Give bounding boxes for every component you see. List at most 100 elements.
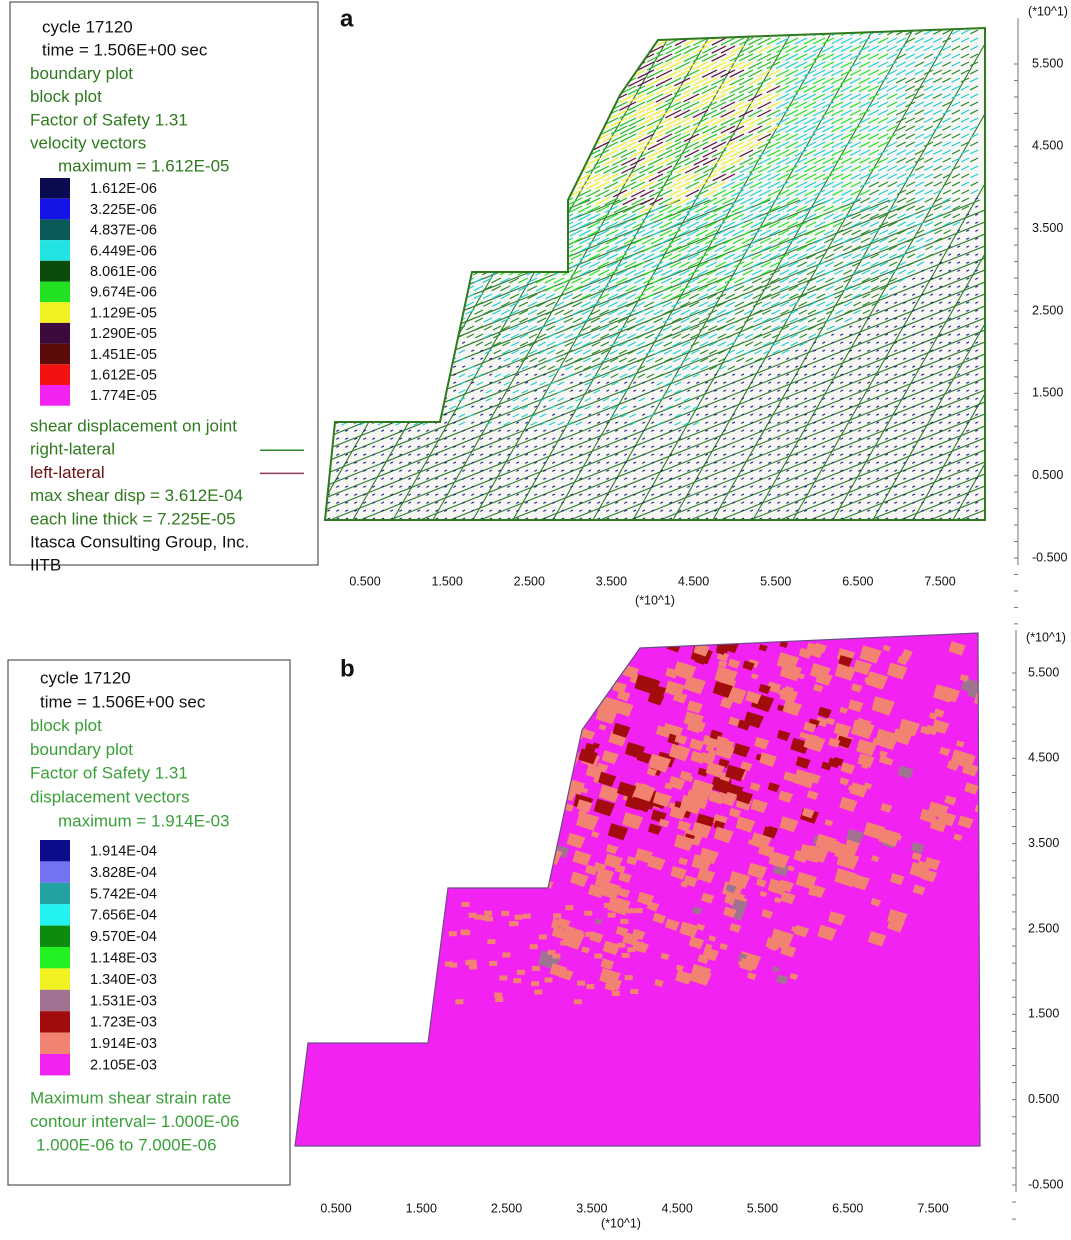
velocity-vector [446, 222, 456, 227]
velocity-vector [363, 342, 366, 343]
velocity-vector [585, 126, 600, 134]
velocity-vector [374, 150, 384, 155]
velocity-vector [559, 30, 573, 37]
velocity-vector [516, 206, 528, 212]
velocity-vector [575, 94, 591, 102]
velocity-vector [327, 382, 330, 383]
velocity-vector [345, 406, 348, 407]
velocity-vector [532, 30, 546, 37]
velocity-vector [479, 86, 492, 93]
velocity-vector [372, 326, 375, 327]
velocity-vector [392, 182, 402, 187]
velocity-vector [491, 262, 501, 267]
velocity-vector [567, 126, 582, 134]
velocity-vector [549, 94, 564, 102]
velocity-vector [505, 126, 519, 133]
scale-label: 1.531E-03 [90, 993, 157, 1009]
velocity-vector [426, 382, 429, 383]
velocity-vector [354, 286, 357, 287]
velocity-vector [372, 310, 375, 311]
velocity-vector [351, 278, 357, 281]
y-tick-label: 3.500 [1032, 221, 1063, 235]
velocity-vector [456, 262, 465, 267]
velocity-vector [594, 38, 609, 46]
velocity-vector [533, 182, 546, 189]
velocity-vector [576, 118, 591, 126]
velocity-vector [420, 270, 429, 274]
velocity-vector [517, 238, 528, 244]
velocity-vector [558, 142, 573, 149]
velocity-vector [444, 126, 456, 132]
scale-swatch [40, 219, 70, 240]
velocity-vector [402, 222, 411, 227]
velocity-vector [532, 70, 546, 77]
velocity-vector [576, 126, 591, 134]
velocity-vector [479, 150, 492, 156]
velocity-vector [430, 286, 438, 290]
velocity-vector [712, 30, 726, 37]
velocity-vector [498, 190, 510, 196]
velocity-vector [549, 70, 564, 77]
velocity-vector [348, 182, 357, 186]
velocity-vector [375, 198, 384, 203]
velocity-vector [514, 110, 528, 117]
velocity-vector [357, 150, 366, 155]
velocity-vector [392, 30, 402, 35]
velocity-vector [409, 142, 420, 147]
velocity-vector [345, 294, 348, 295]
velocity-vector [321, 70, 330, 74]
velocity-vector [438, 254, 447, 259]
velocity-vector [585, 30, 600, 37]
velocity-vector [392, 134, 402, 139]
scale-swatch [40, 840, 70, 861]
velocity-vector [365, 62, 375, 67]
velocity-vector [523, 46, 537, 53]
velocity-vector [381, 334, 384, 335]
velocity-vector [360, 358, 366, 361]
velocity-vector [448, 310, 456, 314]
velocity-vector [348, 38, 357, 43]
velocity-vector [507, 206, 519, 212]
velocity-vector [410, 198, 420, 203]
velocity-vector [497, 54, 510, 61]
velocity-vector [444, 158, 456, 164]
velocity-vector [409, 126, 420, 131]
velocity-vector [435, 38, 447, 44]
velocity-vector [500, 262, 510, 267]
velocity-vector [505, 102, 519, 109]
velocity-vector [327, 358, 330, 359]
velocity-vector [472, 222, 483, 227]
velocity-vector [383, 190, 393, 195]
velocity-vector [675, 30, 690, 37]
velocity-vector [630, 38, 645, 46]
velocity-vector [345, 398, 348, 399]
velocity-vector [351, 270, 357, 273]
velocity-vector [550, 38, 564, 45]
velocity-vector [327, 430, 330, 431]
velocity-vector [541, 54, 555, 61]
velocity-vector [566, 94, 582, 102]
velocity-vector [340, 214, 348, 218]
velocity-vector [365, 94, 375, 99]
velocity-vector [365, 30, 375, 35]
velocity-vector [489, 190, 501, 196]
velocity-vector [435, 118, 447, 124]
velocity-vector [372, 318, 375, 319]
velocity-vector [400, 38, 411, 43]
velocity-vector [327, 454, 330, 455]
velocity-vector [558, 94, 573, 102]
velocity-vector [499, 238, 510, 243]
velocity-vector [387, 342, 393, 345]
velocity-vector [453, 174, 465, 180]
velocity-vector [505, 86, 519, 93]
velocity-vector [348, 94, 357, 99]
velocity-vector [365, 78, 375, 83]
velocity-vector [585, 38, 600, 45]
velocity-vector [400, 134, 411, 139]
velocity-vector [435, 398, 438, 399]
velocity-vector [383, 126, 393, 131]
velocity-vector [356, 78, 366, 83]
velocity-vector [517, 230, 528, 236]
velocity-vector [621, 30, 636, 38]
velocity-vector [427, 174, 438, 179]
